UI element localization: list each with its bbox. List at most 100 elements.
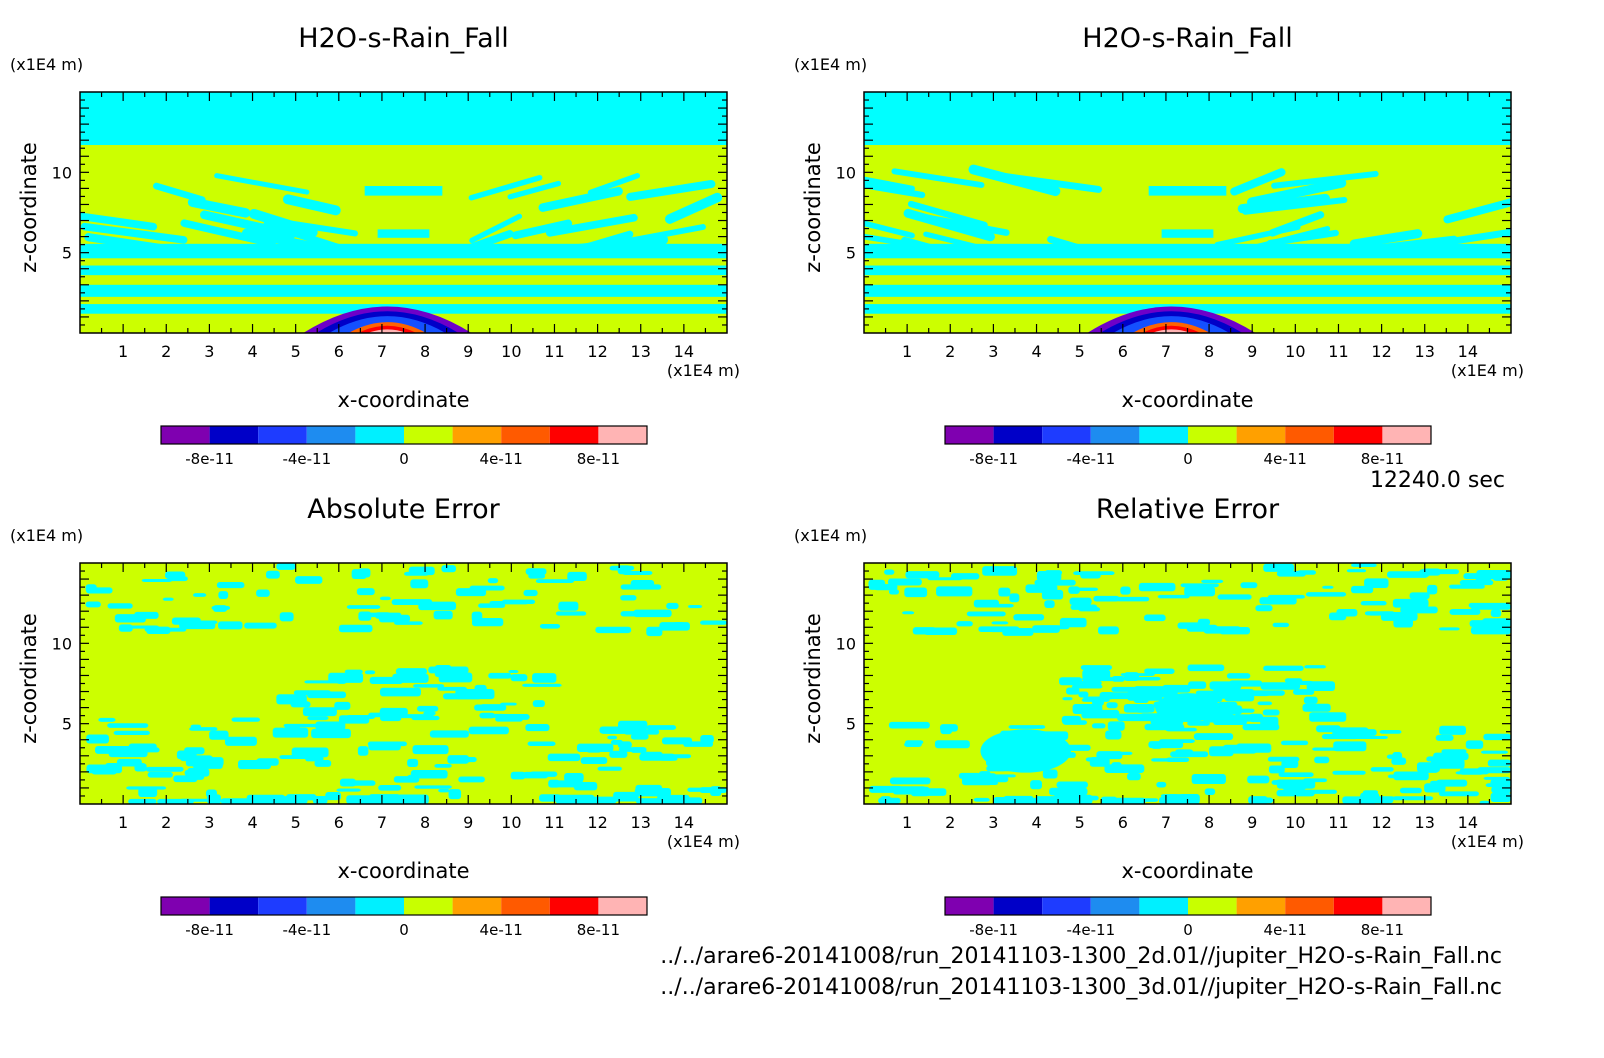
field-error-blob — [956, 621, 973, 627]
field-streak — [891, 168, 985, 188]
colorbar-tick-label: 0 — [1183, 450, 1193, 468]
field-error-blob — [620, 595, 637, 601]
x-unit-label: (x1E4 m) — [667, 832, 740, 851]
field-streak — [1349, 229, 1423, 249]
field-error-blob — [699, 787, 727, 793]
field-error-blob — [231, 717, 261, 722]
field-streak — [621, 224, 706, 245]
colorbar-tick-label: -4e-11 — [1066, 921, 1115, 939]
field-band — [80, 284, 727, 297]
field-error-blob — [700, 620, 727, 625]
field-error-blob — [1089, 757, 1110, 767]
field-center-block — [1148, 185, 1227, 196]
field-streak — [469, 213, 523, 244]
colorbar-segment — [1188, 426, 1237, 444]
field-error-blob — [1105, 730, 1122, 740]
field-error-blob — [1209, 746, 1234, 757]
field-error-blob — [1218, 701, 1238, 712]
field-error-blob — [980, 729, 1072, 773]
colorbar-segment — [1188, 897, 1237, 915]
field-error-blob — [1066, 687, 1080, 695]
field-error-blob — [437, 686, 467, 691]
x-tick-label: 9 — [1247, 813, 1257, 832]
colorbar-tick-label: 4e-11 — [480, 450, 523, 468]
field-error-blob — [461, 689, 481, 699]
field-error-blob — [597, 766, 622, 771]
field-error-blob — [1106, 702, 1118, 709]
field-error-blob — [410, 769, 448, 779]
colorbar-segment — [1236, 426, 1286, 444]
field-error-blob — [1304, 665, 1326, 669]
field-error-blob — [312, 795, 328, 804]
field-error-blob — [646, 725, 677, 730]
x-tick-label: 8 — [1204, 342, 1214, 361]
field-error-blob — [414, 785, 452, 789]
field-error-blob — [1078, 691, 1089, 698]
chart-title: Absolute Error — [307, 494, 500, 525]
y-tick-label: 10 — [52, 634, 72, 653]
field-error-blob — [1242, 723, 1280, 731]
field-error-blob — [1151, 758, 1187, 762]
field-error-blob — [510, 674, 528, 682]
field-streak — [468, 174, 543, 201]
colorbar-segment — [1382, 897, 1431, 915]
colorbar-segment — [1285, 426, 1334, 444]
field-error-blob — [128, 799, 140, 804]
field-error-blob — [650, 754, 692, 759]
field-error-blob — [1087, 668, 1107, 672]
colorbar-tick-label: 0 — [399, 450, 409, 468]
x-tick-label: 13 — [1415, 342, 1435, 361]
field-error-blob — [874, 584, 898, 591]
colorbar-tick-label: 8e-11 — [1361, 450, 1404, 468]
field-error-blob — [966, 611, 1006, 617]
field-error-blob — [1107, 721, 1125, 731]
field-error-blob — [1427, 584, 1438, 595]
field-error-blob — [438, 788, 450, 793]
x-tick-label: 6 — [1118, 813, 1128, 832]
field-error-blob — [266, 570, 280, 579]
colorbar-segment — [598, 897, 647, 915]
field-error-blob — [1144, 668, 1175, 674]
field-error-blob — [378, 785, 402, 791]
y-tick-label: 5 — [846, 244, 856, 263]
field-error-blob — [878, 797, 901, 804]
field-error-blob — [1436, 779, 1468, 787]
field-error-blob — [564, 772, 584, 783]
y-tick-label: 10 — [836, 634, 856, 653]
x-tick-label: 11 — [544, 813, 564, 832]
colorbar-tick-label: 8e-11 — [577, 450, 620, 468]
field-error-blob — [392, 673, 429, 683]
colorbar-tick-label: -8e-11 — [969, 450, 1018, 468]
field-error-blob — [1482, 618, 1511, 628]
x-tick-label: 1 — [902, 813, 912, 832]
x-tick-label: 5 — [291, 342, 301, 361]
chart-panel-2: H2O-s-Rain_Fall(x1E4 m)1 2 3 4 5 6 7 8 9 10 11 12 13… — [794, 23, 1524, 468]
field-error-blob — [1187, 664, 1225, 672]
x-tick-label: 9 — [463, 813, 473, 832]
field-error-blob — [618, 747, 645, 752]
field-upper-band — [864, 92, 1511, 146]
x-tick-label: 4 — [1031, 342, 1041, 361]
field-error-blob — [1259, 597, 1297, 605]
field-error-blob — [1436, 569, 1460, 575]
field-error-blob — [1030, 780, 1042, 790]
field-error-blob — [522, 771, 549, 779]
field-streak — [1443, 228, 1511, 246]
field-error-blob — [162, 597, 174, 601]
field-error-blob — [1068, 586, 1080, 594]
field-error-blob — [404, 571, 429, 576]
field-error-blob — [279, 612, 294, 622]
field-plot — [80, 92, 727, 333]
x-tick-label: 7 — [377, 813, 387, 832]
field-streak — [864, 176, 915, 192]
field-error-blob — [1393, 771, 1429, 781]
field-streak — [1443, 198, 1511, 224]
field-error-blob — [1364, 578, 1389, 589]
field-error-blob — [1379, 730, 1402, 734]
field-error-blob — [1025, 584, 1058, 593]
field-error-blob — [85, 601, 101, 608]
field-error-blob — [471, 618, 504, 627]
x-tick-label: 12 — [587, 342, 607, 361]
field-error-blob — [441, 565, 457, 573]
field-error-blob — [1419, 569, 1430, 577]
